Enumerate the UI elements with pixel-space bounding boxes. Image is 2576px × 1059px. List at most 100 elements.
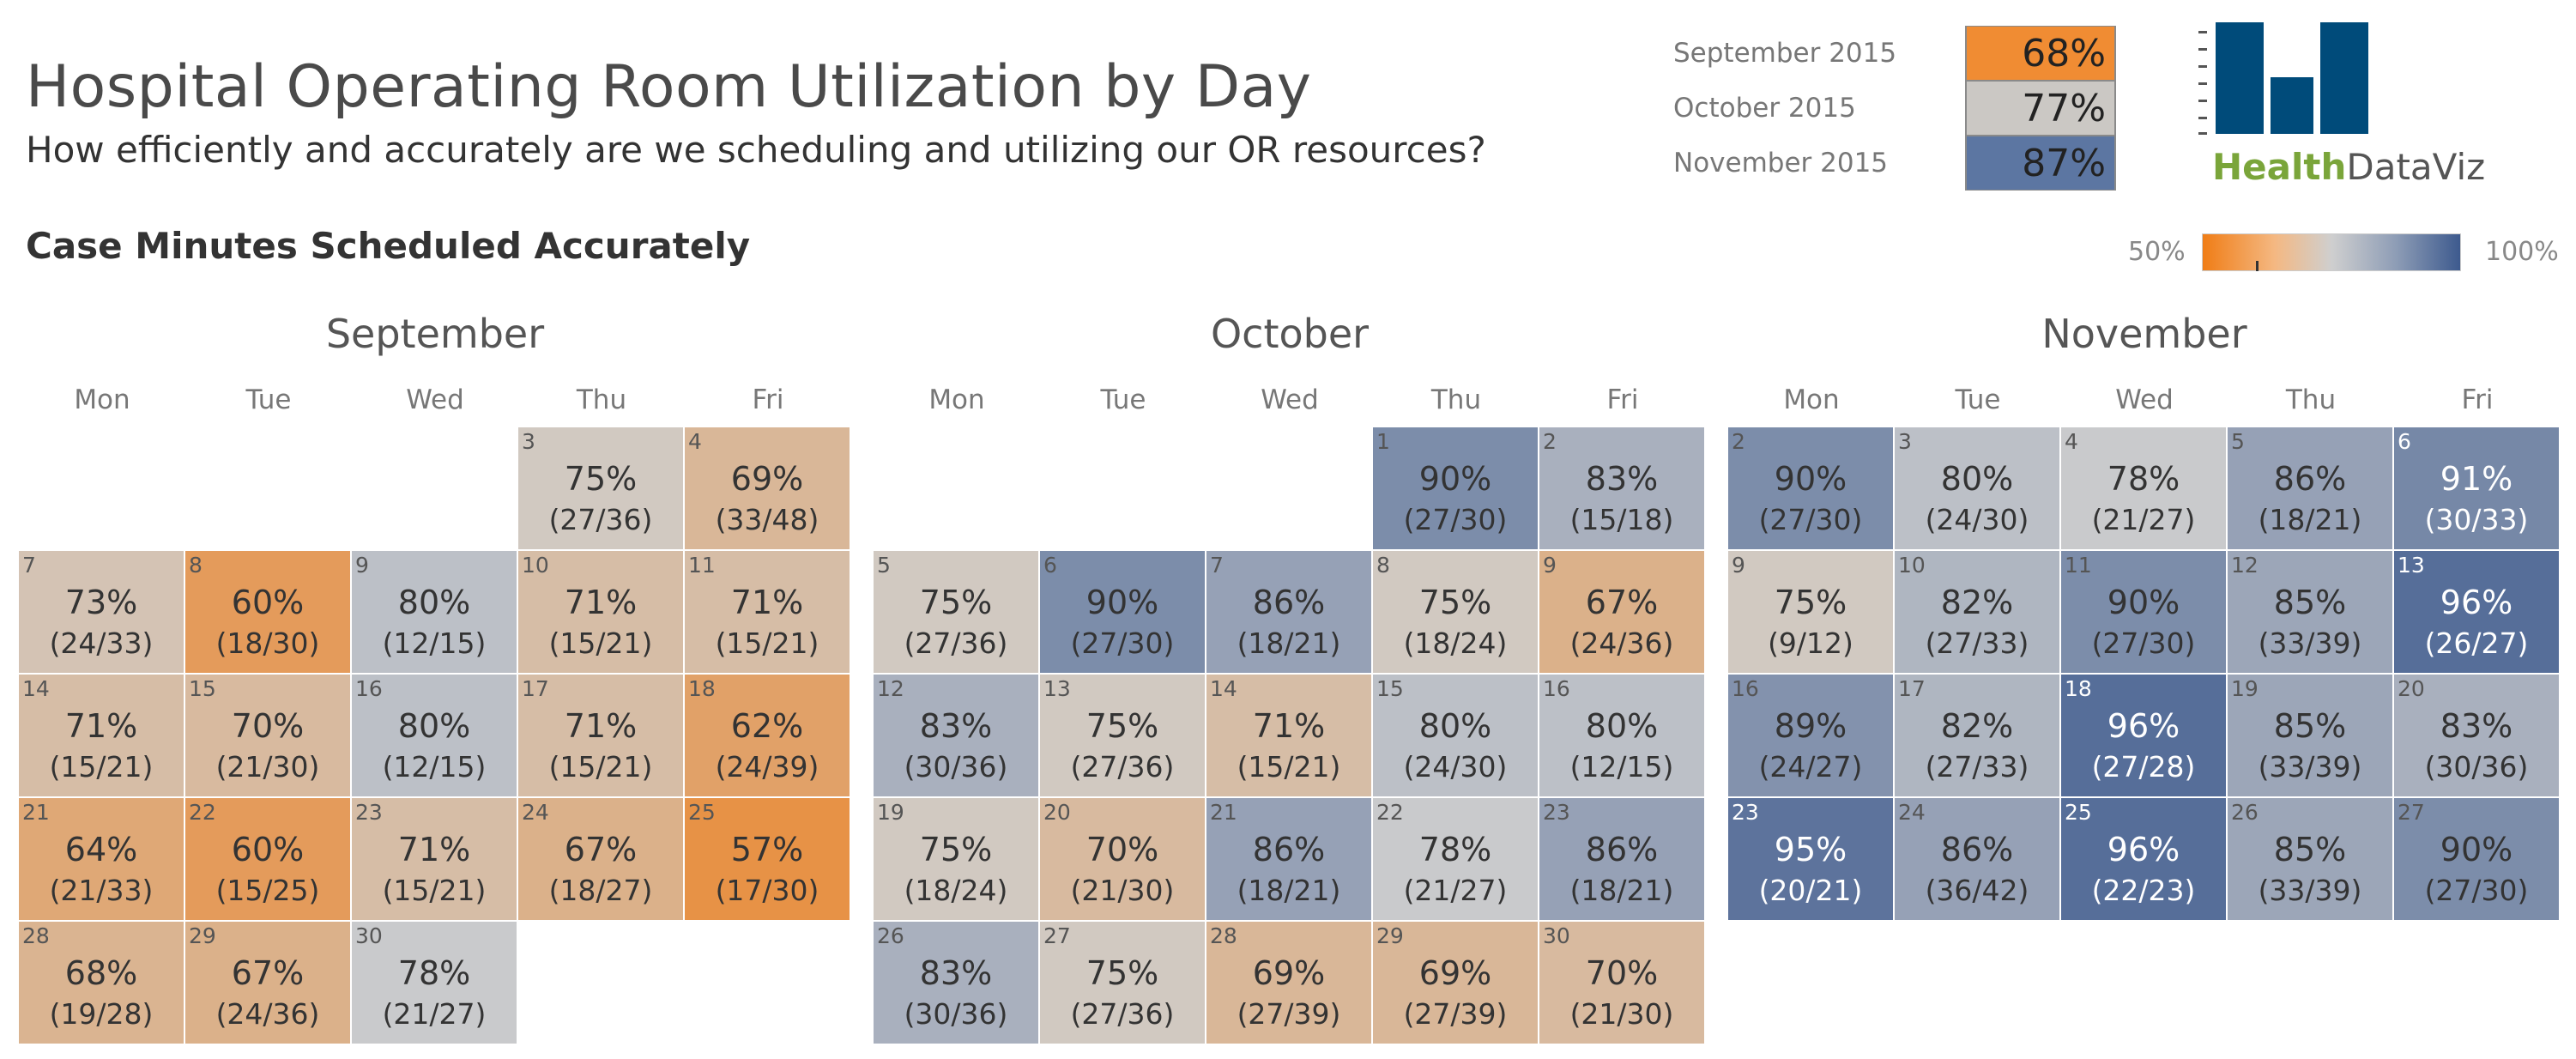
day-cell[interactable]: 16 89% (24/27) (1728, 675, 1893, 796)
day-cell[interactable]: 8 75% (18/24) (1373, 551, 1538, 673)
day-cell[interactable]: 25 57% (17/30) (685, 798, 850, 920)
day-cell[interactable]: 28 68% (19/28) (19, 922, 184, 1044)
day-percent: 70% (1085, 831, 1159, 868)
day-cell[interactable]: 6 90% (27/30) (1040, 551, 1205, 673)
day-cell[interactable]: 13 75% (27/36) (1040, 675, 1205, 796)
weekday-header: Tue (1100, 384, 1146, 415)
day-fraction: (21/33) (49, 874, 154, 907)
day-number: 26 (877, 923, 904, 948)
day-number: 23 (1732, 800, 1759, 825)
summary-row-november[interactable]: November 2015 87% (1673, 136, 2116, 191)
day-cell[interactable]: 26 85% (33/39) (2228, 798, 2392, 920)
day-fraction: (30/36) (904, 997, 1008, 1031)
day-cell[interactable]: 6 91% (30/33) (2394, 427, 2559, 549)
day-cell[interactable]: 21 86% (18/21) (1206, 798, 1371, 920)
day-percent: 85% (2273, 584, 2347, 621)
day-cell[interactable]: 20 70% (21/30) (1040, 798, 1205, 920)
day-cell[interactable]: 20 83% (30/36) (2394, 675, 2559, 796)
day-cell[interactable]: 16 80% (12/15) (1539, 675, 1704, 796)
day-cell[interactable]: 27 75% (27/36) (1040, 922, 1205, 1044)
day-cell[interactable]: 11 90% (27/30) (2061, 551, 2226, 673)
logo-axis-tick (2198, 132, 2207, 135)
day-cell[interactable]: 9 67% (24/36) (1539, 551, 1704, 673)
day-cell[interactable]: 15 70% (21/30) (185, 675, 350, 796)
day-cell[interactable]: 18 62% (24/39) (685, 675, 850, 796)
day-number: 16 (1732, 676, 1759, 701)
day-cell[interactable]: 12 83% (30/36) (874, 675, 1038, 796)
day-cell[interactable]: 29 69% (27/39) (1373, 922, 1538, 1044)
day-percent: 75% (919, 584, 993, 621)
day-cell[interactable]: 19 75% (18/24) (874, 798, 1038, 920)
day-fraction: (36/42) (1925, 874, 2029, 907)
day-cell[interactable]: 2 83% (15/18) (1539, 427, 1704, 549)
day-cell[interactable]: 12 85% (33/39) (2228, 551, 2392, 673)
logo-wordmark: HealthDataViz (2212, 146, 2485, 188)
day-cell[interactable]: 8 60% (18/30) (185, 551, 350, 673)
day-cell[interactable]: 14 71% (15/21) (19, 675, 184, 796)
logo-bar (2320, 22, 2368, 134)
weekday-header: Wed (406, 384, 464, 415)
day-cell[interactable]: 3 75% (27/36) (518, 427, 683, 549)
day-cell[interactable]: 28 69% (27/39) (1206, 922, 1371, 1044)
day-cell[interactable]: 7 73% (24/33) (19, 551, 184, 673)
day-percent: 90% (2440, 831, 2513, 868)
day-number: 2 (1543, 429, 1557, 454)
day-fraction: (27/30) (1070, 626, 1175, 660)
summary-row-september[interactable]: September 2015 68% (1673, 26, 2116, 81)
day-cell[interactable]: 24 86% (36/42) (1895, 798, 2059, 920)
weekday-header: Wed (1261, 384, 1319, 415)
day-cell[interactable]: 22 78% (21/27) (1373, 798, 1538, 920)
day-cell[interactable]: 17 82% (27/33) (1895, 675, 2059, 796)
day-cell[interactable]: 25 96% (22/23) (2061, 798, 2226, 920)
day-fraction: (27/30) (2091, 626, 2196, 660)
day-cell[interactable]: 17 71% (15/21) (518, 675, 683, 796)
day-cell[interactable]: 21 64% (21/33) (19, 798, 184, 920)
day-cell[interactable]: 9 80% (12/15) (352, 551, 517, 673)
day-cell[interactable]: 13 96% (26/27) (2394, 551, 2559, 673)
day-cell[interactable]: 26 83% (30/36) (874, 922, 1038, 1044)
day-cell[interactable]: 10 82% (27/33) (1895, 551, 2059, 673)
day-cell[interactable]: 11 71% (15/21) (685, 551, 850, 673)
day-cell[interactable]: 5 86% (18/21) (2228, 427, 2392, 549)
day-cell[interactable]: 9 75% (9/12) (1728, 551, 1893, 673)
day-number: 8 (1376, 553, 1390, 578)
day-fraction: (22/23) (2091, 874, 2196, 907)
day-cell[interactable]: 5 75% (27/36) (874, 551, 1038, 673)
day-cell[interactable]: 15 80% (24/30) (1373, 675, 1538, 796)
summary-row-october[interactable]: October 2015 77% (1673, 81, 2116, 136)
day-cell[interactable]: 2 90% (27/30) (1728, 427, 1893, 549)
logo-axis-tick (2198, 117, 2207, 119)
day-cell[interactable]: 16 80% (12/15) (352, 675, 517, 796)
day-cell[interactable]: 7 86% (18/21) (1206, 551, 1371, 673)
day-cell[interactable]: 27 90% (27/30) (2394, 798, 2559, 920)
day-cell[interactable]: 3 80% (24/30) (1895, 427, 2059, 549)
day-cell[interactable]: 1 90% (27/30) (1373, 427, 1538, 549)
summary-label: November 2015 (1673, 148, 1889, 179)
day-cell[interactable]: 29 67% (24/36) (185, 922, 350, 1044)
day-cell[interactable]: 30 70% (21/30) (1539, 922, 1704, 1044)
day-cell[interactable]: 4 69% (33/48) (685, 427, 850, 549)
day-cell[interactable]: 24 67% (18/27) (518, 798, 683, 920)
day-cell[interactable]: 19 85% (33/39) (2228, 675, 2392, 796)
day-cell[interactable]: 4 78% (21/27) (2061, 427, 2226, 549)
day-number: 6 (1043, 553, 1057, 578)
day-cell[interactable]: 18 96% (27/28) (2061, 675, 2226, 796)
day-fraction: (30/36) (2424, 750, 2529, 784)
day-percent: 85% (2273, 707, 2347, 745)
weekday-header: Fri (1606, 384, 1639, 415)
day-fraction: (24/30) (1403, 750, 1508, 784)
day-fraction: (24/36) (215, 997, 320, 1031)
day-number: 5 (2231, 429, 2245, 454)
day-cell[interactable]: 23 71% (15/21) (352, 798, 517, 920)
summary-value: 77% (1965, 81, 2116, 136)
day-fraction: (19/28) (49, 997, 154, 1031)
day-cell[interactable]: 23 86% (18/21) (1539, 798, 1704, 920)
logo-word-health: Health (2212, 146, 2347, 188)
day-fraction: (33/39) (2258, 626, 2362, 660)
day-cell[interactable]: 23 95% (20/21) (1728, 798, 1893, 920)
day-number: 23 (1543, 800, 1570, 825)
day-cell[interactable]: 14 71% (15/21) (1206, 675, 1371, 796)
day-cell[interactable]: 30 78% (21/27) (352, 922, 517, 1044)
day-cell[interactable]: 22 60% (15/25) (185, 798, 350, 920)
day-cell[interactable]: 10 71% (15/21) (518, 551, 683, 673)
